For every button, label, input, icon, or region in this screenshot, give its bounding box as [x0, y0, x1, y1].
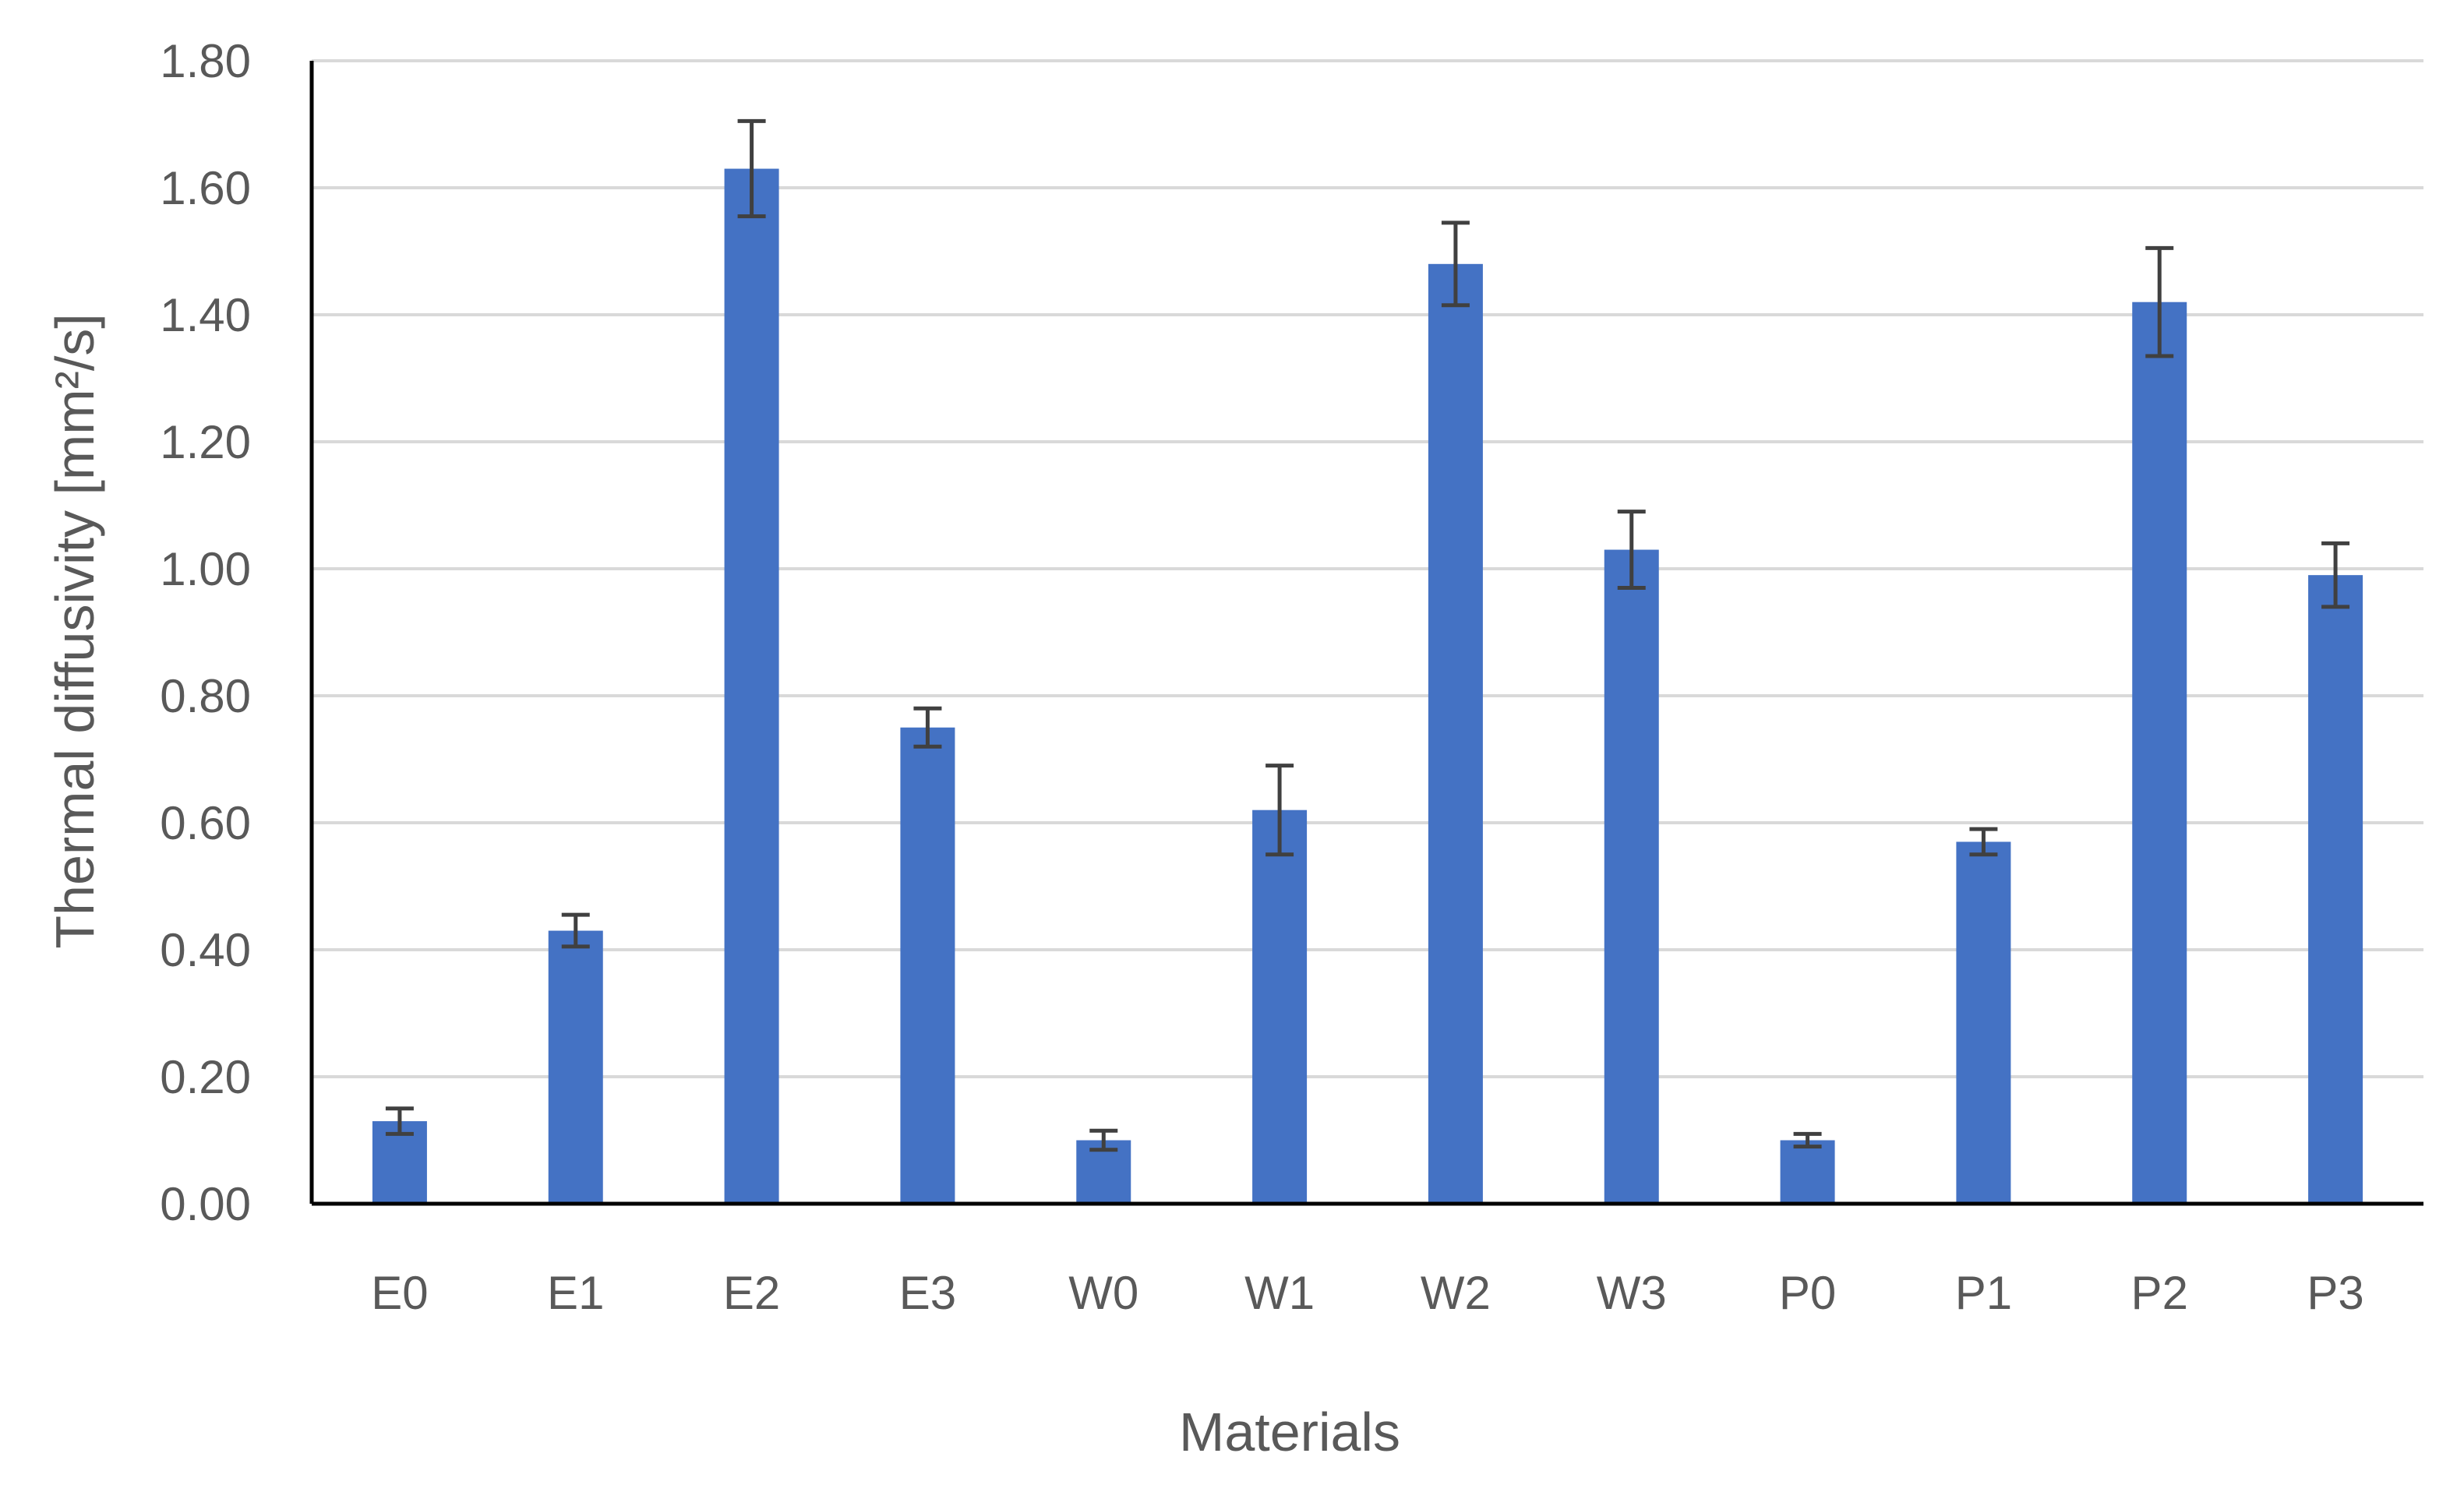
error-bar-w1	[1266, 764, 1294, 857]
bar-p1	[1956, 841, 2011, 1204]
x-tick-label-p3: P3	[2307, 1267, 2363, 1319]
gridlines	[312, 59, 2423, 1078]
error-bar-p2	[2145, 245, 2174, 358]
bar-p0	[1780, 1140, 1835, 1204]
x-tick-label-e1: E1	[547, 1267, 604, 1319]
error-bar-e3	[913, 706, 942, 749]
y-tick-label: 0.40	[160, 924, 251, 976]
y-tick-label: 1.80	[160, 35, 251, 87]
x-tick-label-e0: E0	[371, 1267, 428, 1319]
x-axis-ticks: E0 E1 E2 E3 W0 W1 W2 W3 P0 P1 P2 P3	[371, 1267, 2364, 1319]
x-tick-label-p2: P2	[2131, 1267, 2188, 1319]
y-axis-title: Thermal diffusivity [mm²/s]	[44, 313, 105, 949]
error-bar-e0	[385, 1106, 414, 1136]
bar-e1	[548, 930, 603, 1204]
error-bar-w3	[1617, 510, 1646, 590]
y-tick-label: 1.20	[160, 416, 251, 468]
bar-p2	[2132, 302, 2187, 1205]
x-tick-label-p1: P1	[1955, 1267, 2012, 1319]
x-tick-label-w2: W2	[1421, 1267, 1491, 1319]
error-bar-p0	[1793, 1131, 1822, 1149]
y-tick-label: 1.60	[160, 162, 251, 214]
bar-w2	[1428, 263, 1483, 1204]
y-axis-ticks: 0.00 0.20 0.40 0.60 0.80 1.00 1.20 1.40 1.60 1.80	[160, 35, 251, 1230]
bar-e2	[724, 168, 779, 1204]
error-bar-e1	[561, 912, 590, 949]
error-bars	[385, 118, 2350, 1152]
y-tick-label: 0.20	[160, 1051, 251, 1103]
error-bar-p3	[2321, 541, 2350, 609]
bars	[372, 168, 2363, 1205]
y-tick-label: 1.00	[160, 543, 251, 595]
x-tick-label-w3: W3	[1597, 1267, 1667, 1319]
error-bar-w2	[1441, 220, 1470, 308]
x-tick-label-w0: W0	[1068, 1267, 1138, 1319]
bar-w1	[1252, 810, 1308, 1204]
x-tick-label-e3: E3	[899, 1267, 956, 1319]
error-bar-p1	[1969, 827, 1998, 857]
bar-w3	[1604, 549, 1659, 1204]
x-tick-label-e2: E2	[723, 1267, 780, 1319]
x-tick-label-w1: W1	[1244, 1267, 1315, 1319]
y-tick-label: 1.40	[160, 289, 251, 341]
y-tick-label: 0.60	[160, 797, 251, 849]
bar-p3	[2308, 575, 2363, 1204]
x-tick-label-p0: P0	[1779, 1267, 1836, 1319]
error-bar-w0	[1089, 1128, 1118, 1152]
bar-e3	[900, 727, 955, 1204]
x-axis-title: Materials	[1179, 1402, 1400, 1462]
error-bar-e2	[737, 118, 766, 219]
y-tick-label: 0.80	[160, 670, 251, 722]
y-tick-label: 0.00	[160, 1178, 251, 1230]
